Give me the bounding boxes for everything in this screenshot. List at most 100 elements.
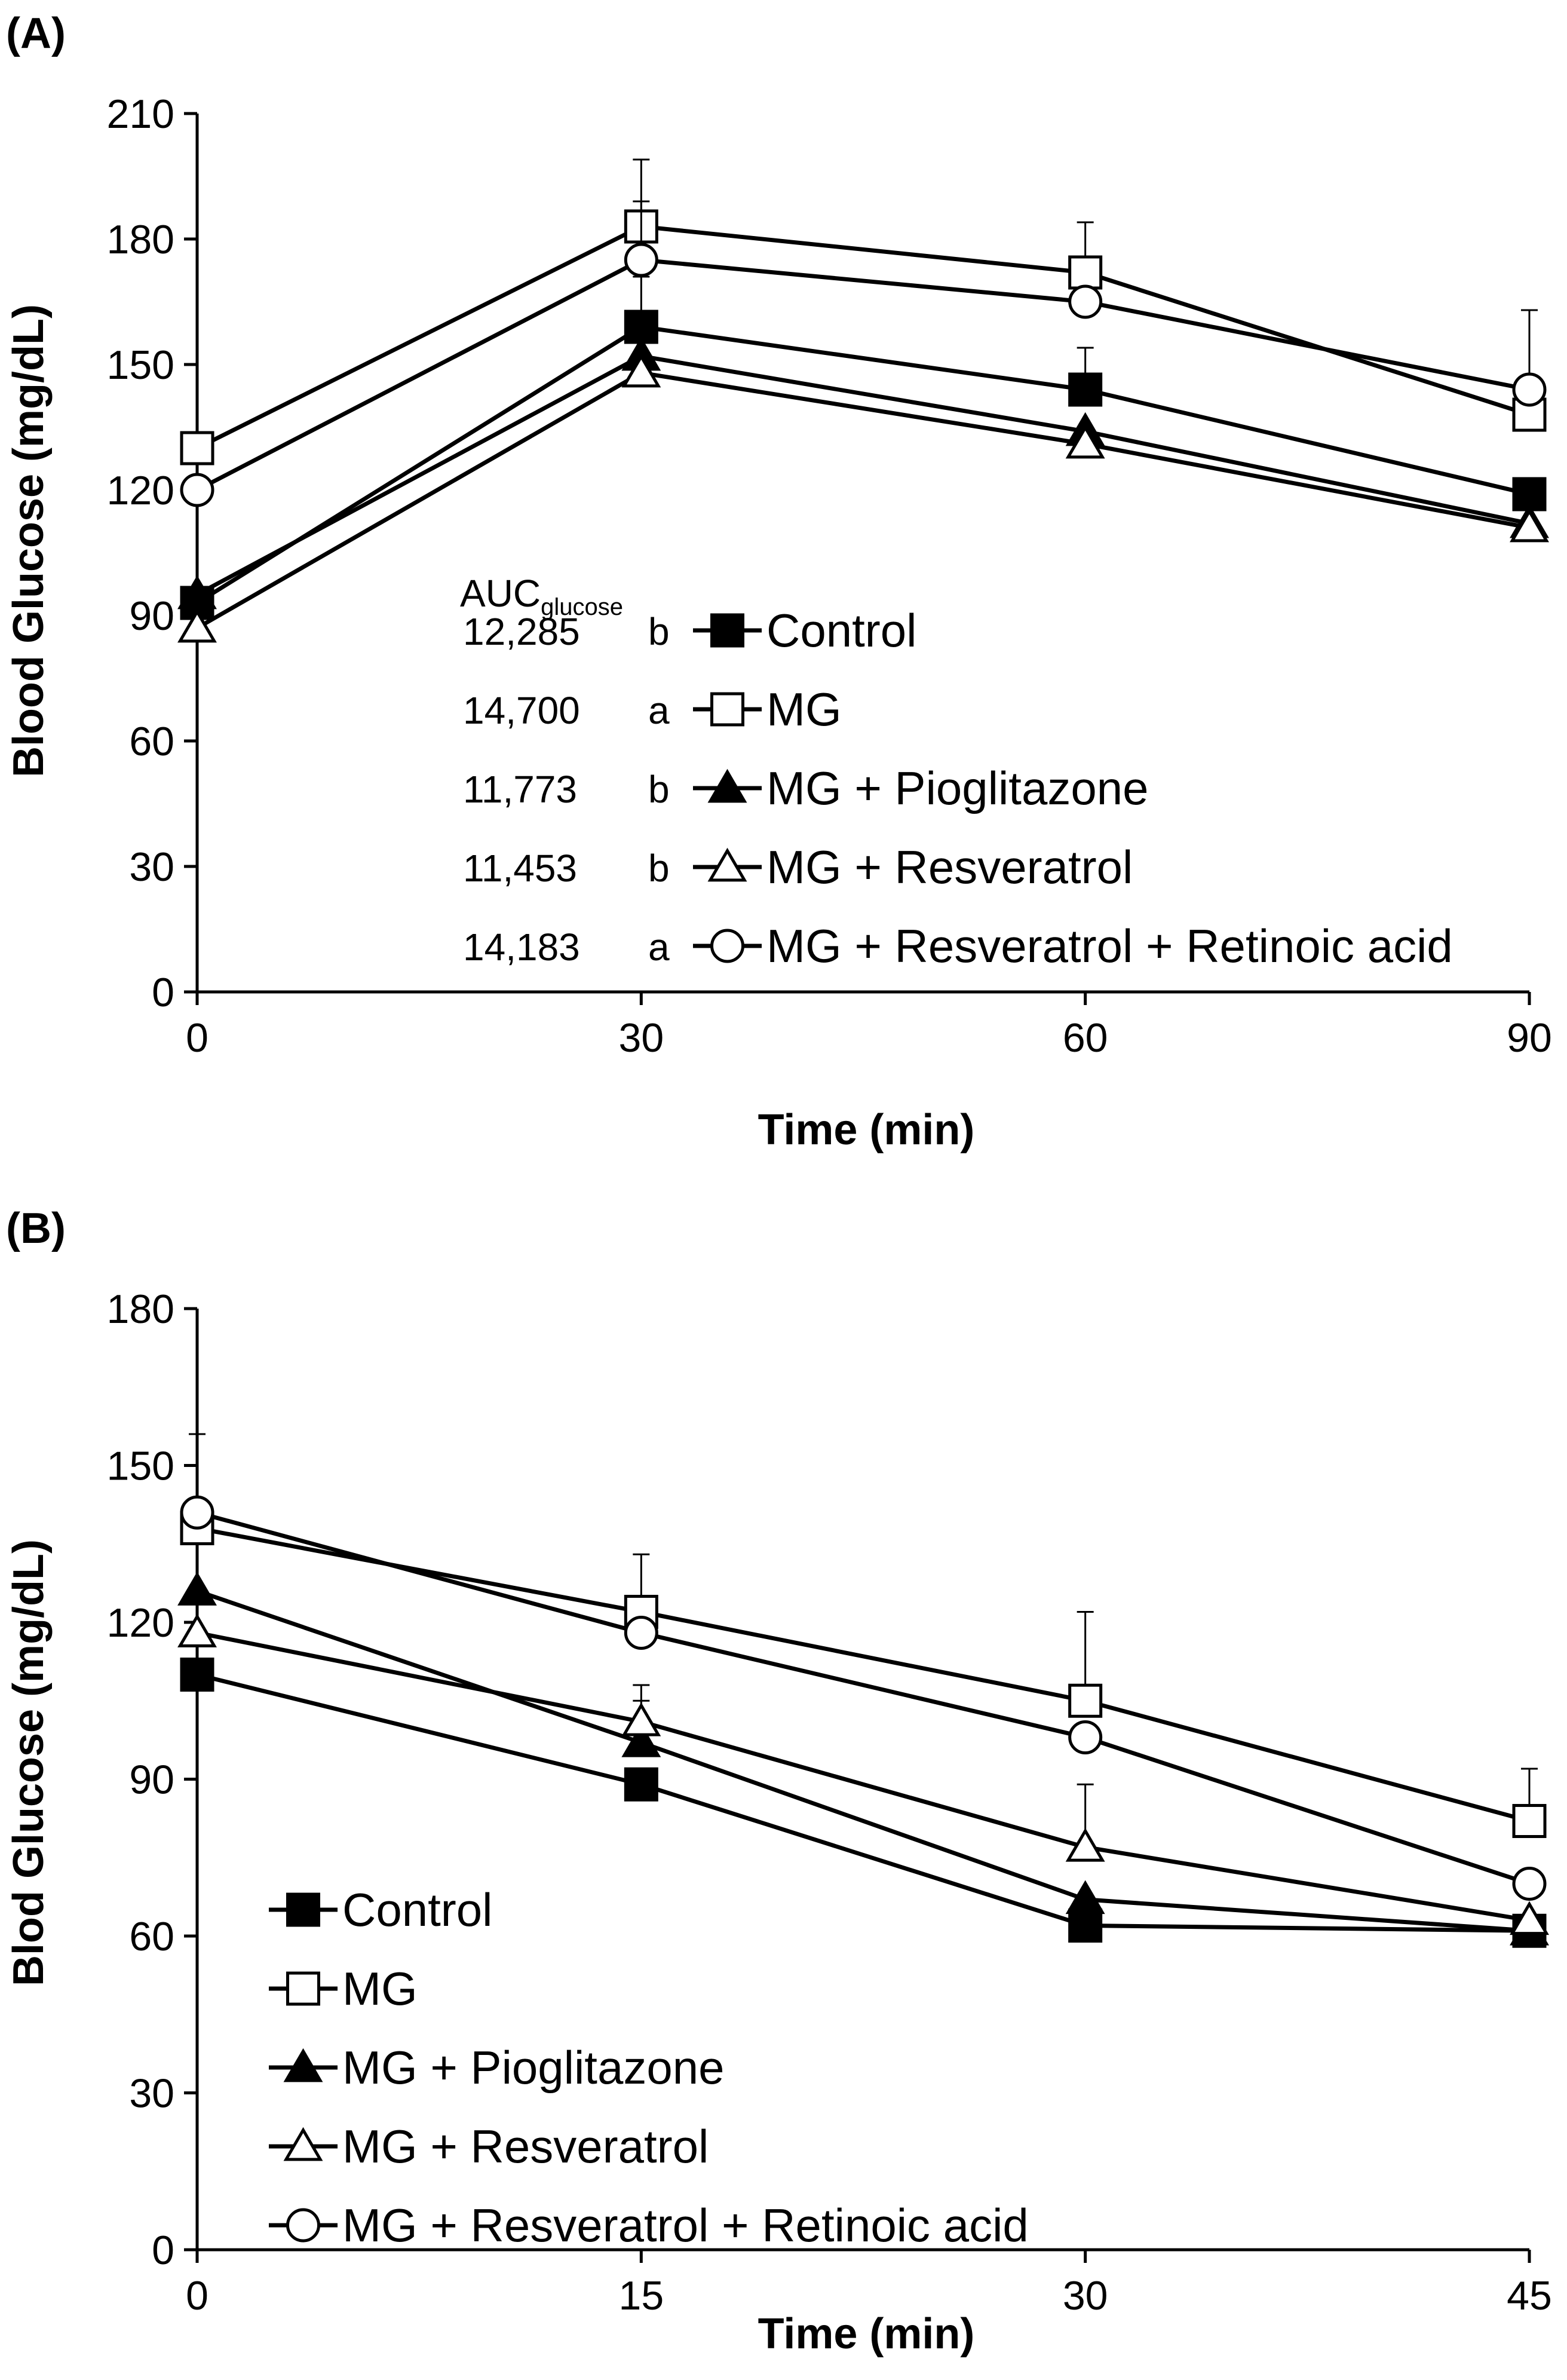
panel-a-series-line xyxy=(196,258,1530,492)
panel-a-x-tick-label: 60 xyxy=(1063,1015,1108,1061)
panel-b-y-tick-label: 90 xyxy=(129,1757,174,1803)
auc-value: 14,700 xyxy=(463,689,580,732)
panel-a-y-tick-label: 120 xyxy=(107,468,174,513)
panel-b-data-point xyxy=(624,1616,658,1650)
panel-a-y-tick-label: 30 xyxy=(129,844,174,890)
panel-b-series-4 xyxy=(180,1433,1547,1901)
panel-a-data-point xyxy=(177,575,217,609)
panel-b-y-tick-label: 0 xyxy=(152,2228,174,2273)
panel-b-y-axis-title: Blod Glucose (mg/dL) xyxy=(5,1539,53,1986)
panel-b-y-tick-label: 60 xyxy=(129,1914,174,1959)
panel-b-series-line xyxy=(197,1510,1531,1886)
panel-b-legend: Control MG MG + Pioglitazone MG + Resveratr… xyxy=(269,1883,1029,2252)
panel-a-series-line xyxy=(196,324,1530,605)
panel-b-data-point xyxy=(1512,1867,1547,1901)
panel-a-y-tick-label: 60 xyxy=(129,719,174,764)
panel-a-legend-label: MG + Pioglitazone xyxy=(766,762,1149,814)
panel-b-data-point xyxy=(621,1723,661,1757)
panel-a-x-axis-title: Time (min) xyxy=(758,1106,975,1154)
panel-a-x-tick-label: 0 xyxy=(186,1015,208,1061)
panel-a-legend: AUCglucose 12,285 b Control 14,700 a MG 11,773… xyxy=(460,572,1453,972)
panel-b-legend-marker xyxy=(283,2048,323,2082)
panel-a-legend-marker xyxy=(710,929,744,963)
panel-a-legend-label: MG xyxy=(766,683,842,736)
auc-group-letter: a xyxy=(648,926,670,969)
panel-a-series-0 xyxy=(180,275,1547,620)
panel-b-data-point xyxy=(1065,1880,1105,1915)
auc-group-letter: b xyxy=(648,847,670,890)
panel-b-legend-item: Control xyxy=(269,1883,492,1936)
auc-value: 11,453 xyxy=(463,847,577,890)
panel-b-legend-marker xyxy=(286,1892,320,1927)
panel-a-legend-item: MG + Resveratrol xyxy=(693,841,1133,893)
panel-a-data-point xyxy=(1512,372,1547,407)
panel-a-y-axis-title: Blood Glucose (mg/dL) xyxy=(5,304,53,777)
panel-b-legend-label: MG + Resveratrol + Retinoic acid xyxy=(342,2199,1029,2252)
panel-a-y-tick-label: 180 xyxy=(107,217,174,262)
panel-a-legend-marker xyxy=(707,847,747,882)
auc-group-letter: b xyxy=(648,610,670,653)
panel-b-y-tick-label: 120 xyxy=(107,1600,174,1646)
panel-b-legend-marker xyxy=(283,2127,323,2161)
panel-a-legend-marker xyxy=(710,692,744,727)
auc-group-letter: b xyxy=(648,768,670,811)
panel-a-y-tick-label: 210 xyxy=(107,91,174,137)
panel-b-legend-label: MG xyxy=(342,1962,418,2015)
panel-a-legend-label: MG + Resveratrol xyxy=(766,841,1133,893)
panel-b-data-point xyxy=(621,1702,661,1736)
panel-a-data-point xyxy=(1065,424,1105,459)
auc-header: AUCglucose xyxy=(460,572,623,620)
panel-b-x-axis-title: Time (min) xyxy=(758,2310,975,2358)
panel-b-data-point xyxy=(1068,1720,1103,1754)
panel-b-data-point xyxy=(180,1495,214,1530)
panel-b-data-point xyxy=(1512,1804,1547,1838)
panel-b-legend-item: MG xyxy=(269,1962,418,2015)
panel-a-data-point xyxy=(180,473,214,507)
panel-a-series-3 xyxy=(177,338,1549,643)
panel-a-legend-item: MG + Resveratrol + Retinoic acid xyxy=(693,920,1453,972)
panel-b-x-tick-label: 0 xyxy=(186,2273,208,2318)
panel-a-label: (A) xyxy=(6,10,66,57)
panel-b-series-3 xyxy=(177,1613,1549,1935)
panel-b-data-point xyxy=(180,1658,214,1692)
panel-a-data-point xyxy=(1068,255,1103,290)
panel-b-legend-item: MG + Resveratrol xyxy=(269,2120,709,2173)
panel-a-x-tick-label: 90 xyxy=(1507,1015,1552,1061)
panel-b-series-line xyxy=(197,1673,1530,1933)
panel-a-series-1 xyxy=(180,158,1547,465)
panel-b-data-point xyxy=(624,1767,658,1802)
auc-group-letter: a xyxy=(648,689,670,732)
panel-b-legend-item: MG + Resveratrol + Retinoic acid xyxy=(269,2199,1029,2252)
panel-a-data-point xyxy=(177,608,217,643)
panel-b-x-tick-label: 45 xyxy=(1507,2273,1552,2318)
panel-b-legend-label: MG + Pioglitazone xyxy=(342,2041,725,2094)
panel-a-data-point xyxy=(1510,508,1549,543)
panel-a-legend-label: MG + Resveratrol + Retinoic acid xyxy=(766,920,1453,972)
panel-b-data-point xyxy=(177,1613,217,1647)
panel-b-series-line xyxy=(197,1526,1530,1823)
panel-b-y-tick-label: 180 xyxy=(107,1287,174,1332)
panel-a-series-4 xyxy=(180,200,1547,507)
panel-a-x-tick-label: 30 xyxy=(619,1015,664,1061)
auc-value: 12,285 xyxy=(463,610,580,653)
panel-b-data-point xyxy=(1068,1683,1103,1718)
panel-a-legend-item: Control xyxy=(693,604,916,657)
panel-b-data-point xyxy=(177,1572,217,1606)
panel-b-legend-marker xyxy=(286,1971,320,2006)
panel-a-legend-item: MG + Pioglitazone xyxy=(693,762,1149,814)
panel-a-data-point xyxy=(624,243,658,277)
panel-b-series-2 xyxy=(177,1572,1549,1946)
panel-b-y-tick-label: 30 xyxy=(129,2071,174,2116)
panel-a-series-line xyxy=(196,354,1530,597)
panel-b-legend-label: MG + Resveratrol xyxy=(342,2120,709,2173)
panel-b: (B) Blod Glucose (mg/dL) Time (min) 0 30 6… xyxy=(5,1205,1552,2358)
panel-a-data-point xyxy=(621,353,661,388)
panel-a-legend-marker xyxy=(707,768,747,803)
panel-b-series-line xyxy=(196,1589,1530,1933)
panel-a-data-point xyxy=(180,431,214,465)
panel-b-legend-item: MG + Pioglitazone xyxy=(269,2041,725,2094)
auc-value: 14,183 xyxy=(463,926,580,969)
panel-b-data-point xyxy=(1510,1901,1549,1935)
panel-a-series-line xyxy=(196,224,1531,451)
